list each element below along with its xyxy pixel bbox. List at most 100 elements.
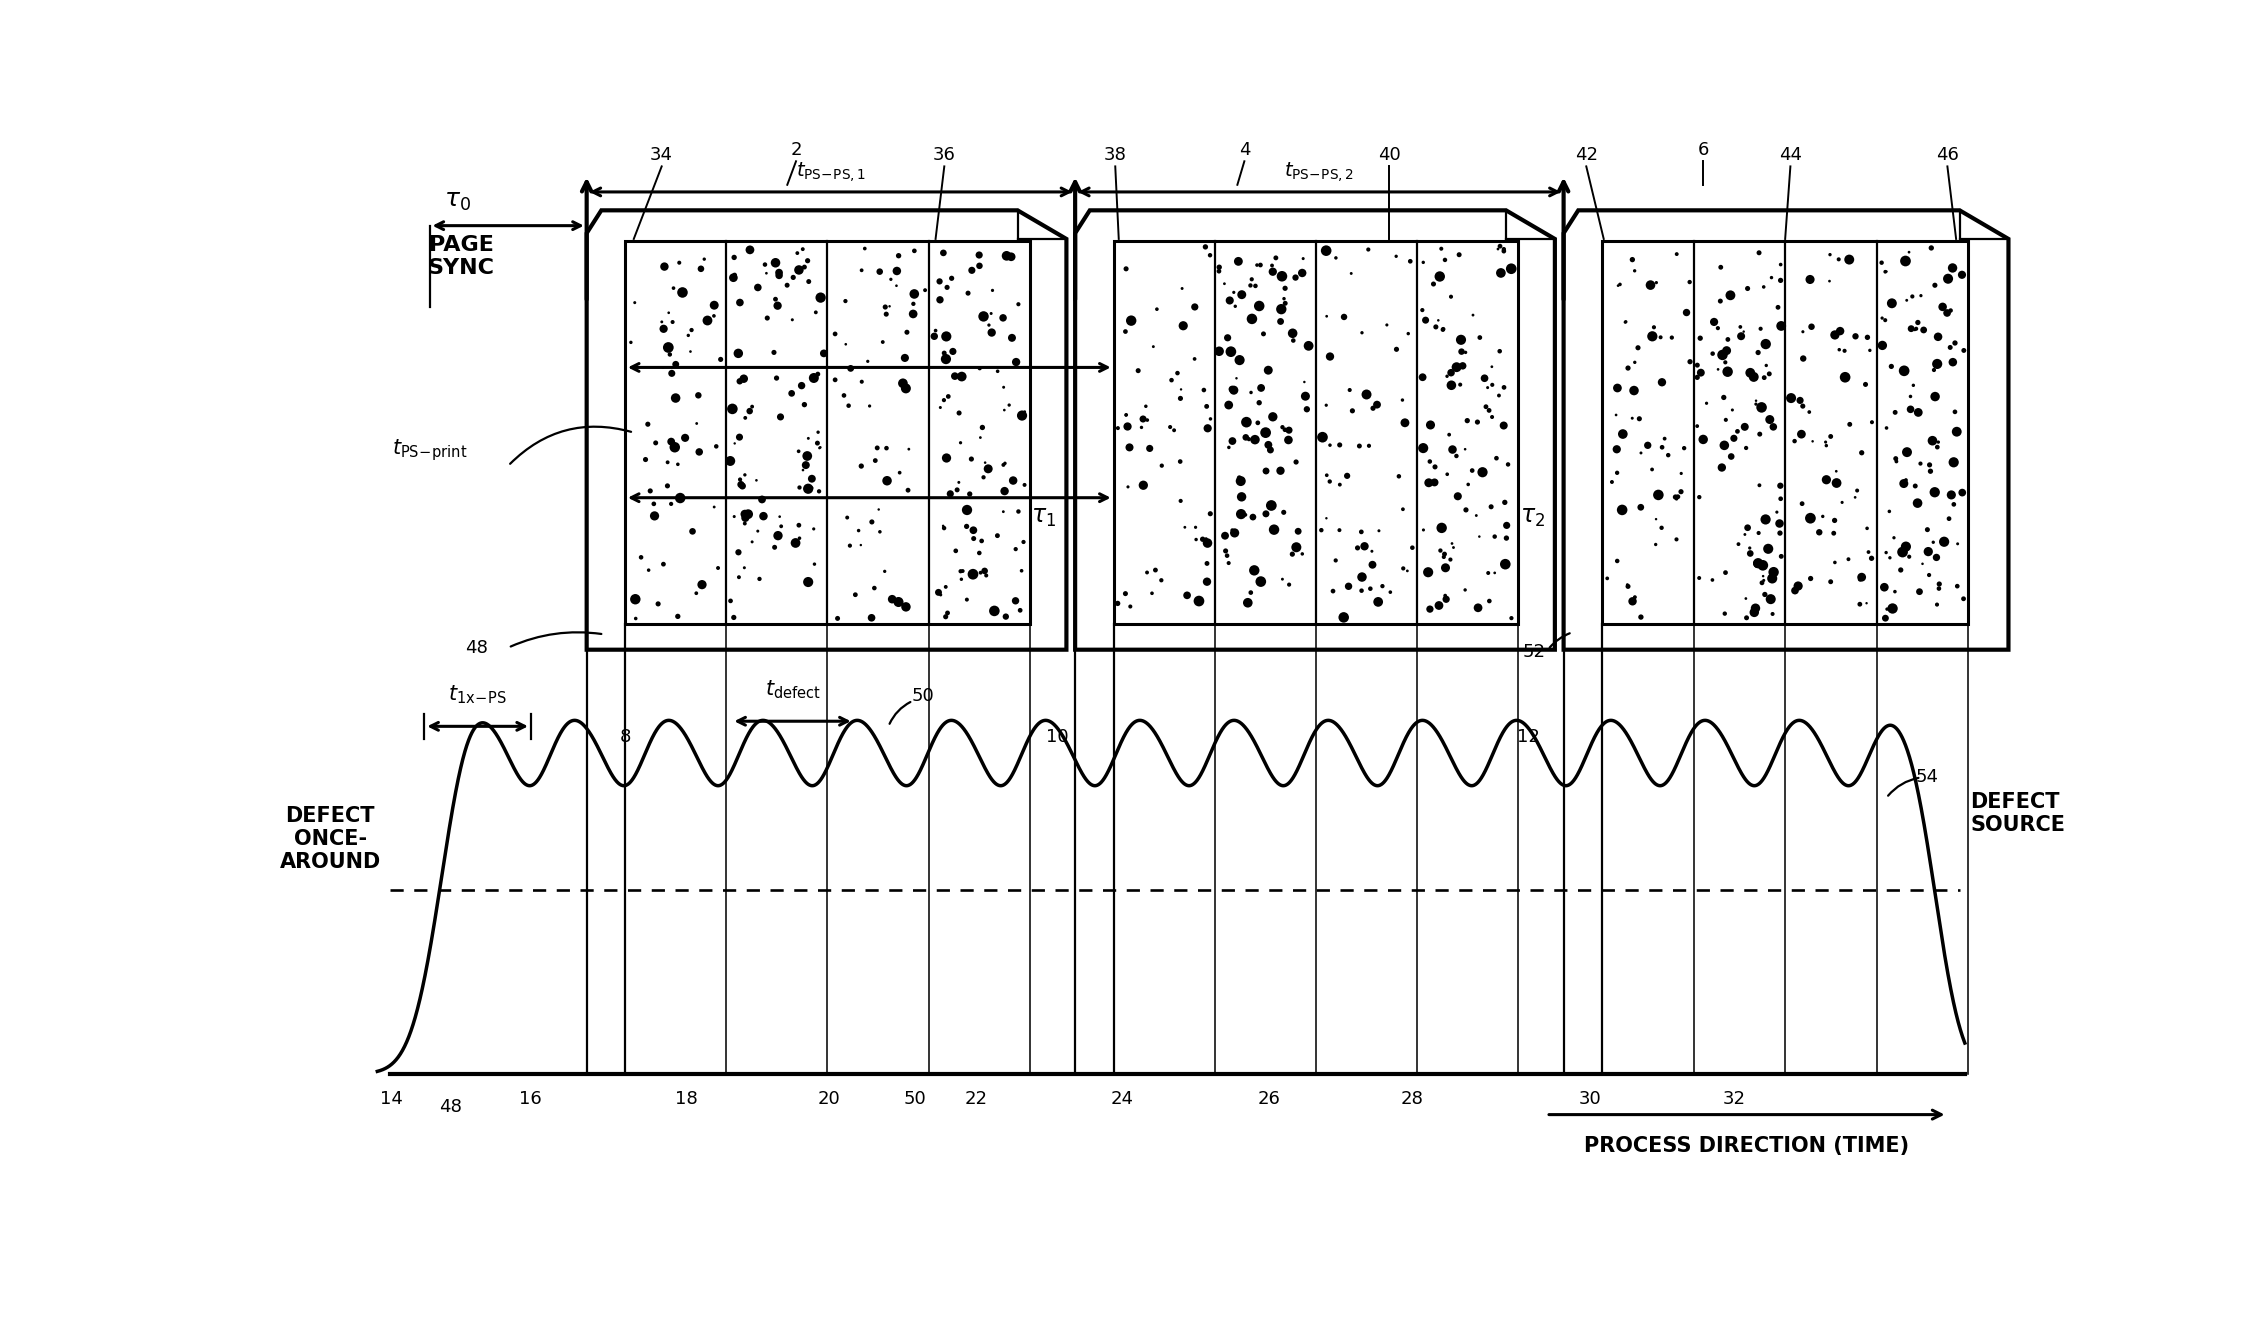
Point (1736, 601, 1772, 622)
Point (849, 350, 885, 372)
Point (1432, 549, 1468, 571)
Point (1740, 242, 1776, 263)
Point (1139, 299, 1175, 320)
Point (1841, 569, 1877, 591)
Point (1438, 446, 1474, 467)
Point (1472, 591, 1508, 612)
Point (1895, 285, 1931, 307)
Text: 50: 50 (912, 686, 934, 705)
Point (1868, 541, 1904, 563)
Point (1465, 462, 1501, 483)
Point (817, 369, 853, 390)
Point (1211, 437, 1247, 458)
Point (970, 458, 1006, 479)
Point (1132, 438, 1168, 459)
Text: 10: 10 (1047, 727, 1069, 746)
Point (1434, 362, 1470, 384)
Point (840, 520, 876, 541)
Point (1742, 423, 1778, 445)
Point (1234, 275, 1270, 296)
Point (1792, 508, 1828, 529)
Point (986, 502, 1022, 523)
Point (1256, 519, 1292, 540)
Point (655, 312, 691, 333)
Point (1107, 583, 1144, 604)
Point (831, 395, 867, 417)
Point (1211, 394, 1247, 415)
Point (1220, 251, 1256, 272)
Point (930, 277, 966, 299)
Point (1411, 451, 1447, 472)
Point (1889, 289, 1925, 311)
Point (1763, 475, 1799, 496)
Point (1700, 358, 1736, 380)
Point (923, 584, 959, 605)
Point (1254, 406, 1290, 427)
Point (1711, 329, 1747, 350)
Point (1715, 427, 1751, 449)
Point (1189, 553, 1225, 575)
Point (795, 519, 831, 540)
Point (696, 305, 732, 326)
Point (986, 454, 1022, 475)
Point (1805, 506, 1841, 527)
Point (1936, 332, 1972, 353)
Point (741, 277, 777, 299)
Point (1868, 261, 1904, 283)
Point (1166, 314, 1202, 336)
Point (1817, 552, 1853, 573)
Point (1461, 326, 1497, 348)
Point (774, 267, 810, 288)
Point (1222, 503, 1258, 524)
Point (1868, 418, 1904, 439)
Point (844, 372, 880, 393)
Point (738, 470, 774, 491)
Point (1162, 387, 1198, 409)
Point (1623, 442, 1659, 463)
Point (1470, 563, 1506, 584)
Point (1877, 449, 1913, 470)
Point (1285, 248, 1321, 269)
Point (1679, 366, 1715, 387)
Point (1157, 419, 1193, 441)
Point (720, 541, 756, 563)
Point (1207, 540, 1243, 561)
Point (747, 263, 783, 284)
Point (1153, 369, 1189, 390)
Point (788, 480, 824, 502)
Point (1364, 576, 1400, 597)
Point (1738, 394, 1774, 415)
Point (842, 535, 878, 556)
Point (1450, 474, 1486, 495)
Point (1191, 418, 1227, 439)
Point (747, 253, 783, 275)
Point (1267, 293, 1303, 314)
Point (1900, 312, 1936, 333)
Point (925, 243, 961, 264)
Point (799, 422, 835, 443)
Point (1749, 354, 1785, 376)
Point (624, 547, 660, 568)
Point (1441, 244, 1477, 265)
Text: 46: 46 (1936, 146, 1958, 165)
Point (1353, 540, 1389, 561)
Point (1871, 500, 1907, 522)
Point (1821, 321, 1857, 342)
Point (1695, 312, 1731, 333)
Point (1312, 471, 1348, 492)
Point (1747, 333, 1783, 354)
Point (918, 320, 954, 341)
Point (1609, 576, 1645, 597)
Point (1747, 584, 1783, 605)
Point (1418, 456, 1454, 478)
Text: 44: 44 (1778, 146, 1801, 165)
Point (1393, 251, 1429, 272)
Point (986, 308, 1022, 329)
Point (1785, 395, 1821, 417)
Point (927, 576, 963, 597)
Point (790, 478, 826, 499)
Point (999, 500, 1035, 522)
Point (1927, 531, 1963, 552)
Point (1321, 520, 1357, 541)
Point (1920, 437, 1956, 458)
